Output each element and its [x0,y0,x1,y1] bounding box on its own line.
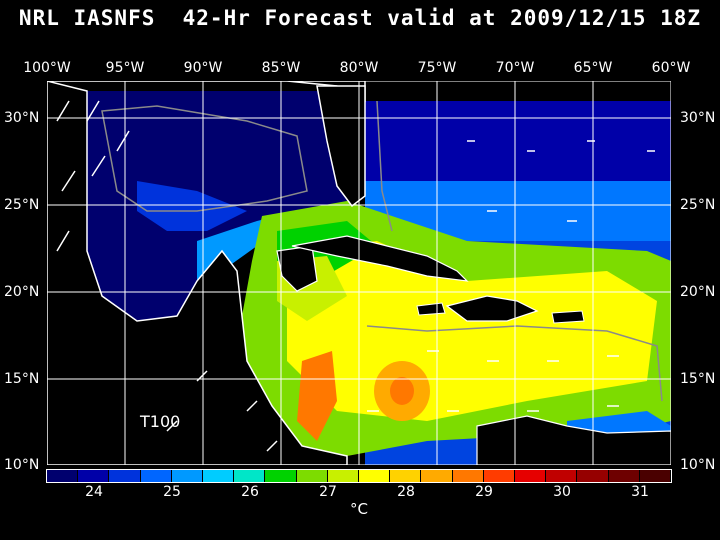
colorbar-cell [296,470,328,482]
colorbar-cell [234,470,266,482]
colorbar-cell [109,470,141,482]
lat-label-right-20n: 20°N [680,284,716,300]
honduras-warm [297,351,337,441]
sst-map [47,81,671,465]
depth-contour-gulf [101,105,308,212]
wind-vectors [56,100,655,452]
colorbar-cell [608,470,640,482]
lon-label-100w: 100°W [23,60,71,76]
graticule [47,81,671,465]
lon-label-80w: 80°W [339,60,379,76]
colorbar-cell [78,470,110,482]
colorbar-cell [639,470,672,482]
lon-label-75w: 75°W [417,60,457,76]
lat-label-left-15n: 15°N [4,371,40,387]
puerto-rico [551,310,585,324]
colorbar-label-31: 31 [631,484,649,500]
map-title: NRL IASNFS 42-Hr Forecast valid at 2009/… [18,6,702,30]
lon-label-70w: 70°W [495,60,535,76]
lon-label-60w: 60°W [651,60,691,76]
colorbar-cell [327,470,360,482]
colorbar-cell [265,470,297,482]
lat-label-left-30n: 30°N [4,110,40,126]
depth-contour-florida [376,100,393,232]
jamaica [416,302,446,316]
lat-label-right-25n: 25°N [680,197,716,213]
gulf-cool-eddy [137,181,247,231]
colorbar-label-26: 26 [241,484,259,500]
colorbar-cell [47,470,79,482]
temperature-colorbar [46,469,672,483]
colorbar-cell [421,470,453,482]
lon-label-95w: 95°W [105,60,145,76]
colorbar-unit: °C [350,500,368,518]
colorbar-cell [515,470,547,482]
colorbar-cell [483,470,516,482]
colorbar-cell [140,470,172,482]
colorbar-label-25: 25 [163,484,181,500]
florida-peninsula [316,85,366,208]
lat-label-right-10n: 10°N [680,457,716,473]
no-data-strip [407,81,671,101]
colorbar-cell [577,470,609,482]
colorbar-cell [546,470,578,482]
depth-contour-caribbean [366,325,663,402]
colorbar-cell [203,470,235,482]
colorbar-label-28: 28 [397,484,415,500]
atlantic-north-cool [365,101,671,181]
south-america-coast [476,415,671,465]
colorbar-cell [171,470,204,482]
lat-label-right-15n: 15°N [680,371,716,387]
lon-label-85w: 85°W [261,60,301,76]
colorbar-cell [390,470,422,482]
lat-label-left-20n: 20°N [4,284,40,300]
colorbar-label-24: 24 [85,484,103,500]
warm-eddy-core [390,377,414,405]
lat-label-left-25n: 25°N [4,197,40,213]
colorbar-cell [452,470,484,482]
cuba [291,235,469,282]
colorbar-cell [359,470,391,482]
region-label: T100 [140,412,181,431]
colorbar-label-27: 27 [319,484,337,500]
lat-label-right-30n: 30°N [680,110,716,126]
colorbar-label-29: 29 [475,484,493,500]
lon-label-65w: 65°W [573,60,613,76]
lat-label-left-10n: 10°N [4,457,40,473]
lon-label-90w: 90°W [183,60,223,76]
colorbar-label-30: 30 [553,484,571,500]
